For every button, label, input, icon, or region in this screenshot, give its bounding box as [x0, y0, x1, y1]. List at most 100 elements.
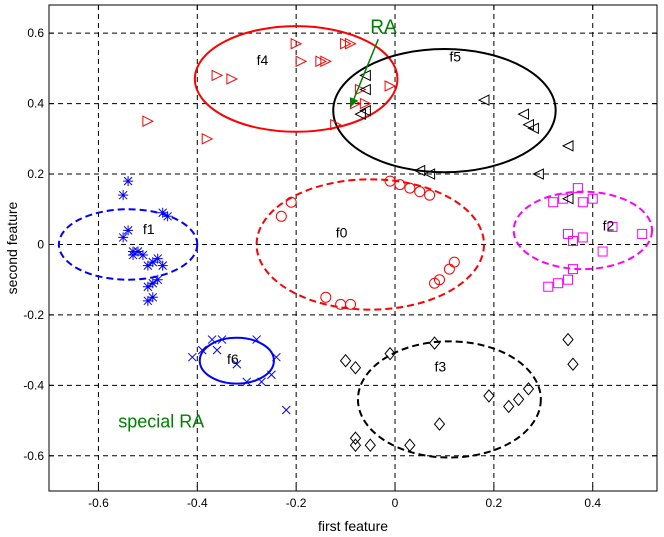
- point-f6: [187, 352, 197, 362]
- point-f3: [433, 417, 446, 431]
- annotation-special-ra: special RA: [118, 412, 204, 432]
- point-f3: [404, 438, 416, 452]
- point-f2: [587, 193, 598, 204]
- point-f6: [252, 335, 261, 344]
- point-f2: [567, 235, 578, 246]
- point-f3: [503, 399, 515, 414]
- annotation-ra: RA: [370, 17, 397, 38]
- point-f5: [561, 140, 574, 152]
- point-f0: [275, 210, 287, 222]
- point-f1: [123, 176, 134, 187]
- point-f3: [428, 336, 441, 350]
- point-f1: [132, 246, 143, 257]
- annotation-arrow-line: [349, 38, 379, 108]
- point-f5: [354, 108, 366, 120]
- point-f1: [123, 225, 134, 236]
- point-f1: [118, 190, 129, 201]
- ellipse-f3: [356, 340, 542, 459]
- point-f1: [147, 278, 158, 289]
- x-tick-label: -0.6: [88, 496, 109, 510]
- point-f2: [567, 264, 578, 275]
- point-f4: [211, 69, 224, 82]
- point-f5: [517, 108, 530, 120]
- point-f2: [607, 221, 618, 232]
- point-f3: [562, 332, 574, 347]
- point-f1: [147, 257, 158, 268]
- point-f1: [142, 281, 153, 292]
- point-f4: [320, 55, 332, 68]
- ellipse-f4: [193, 25, 399, 133]
- point-f5: [413, 164, 426, 177]
- cluster-label-f6: f6: [227, 351, 239, 367]
- point-f0: [320, 291, 332, 303]
- point-f2: [543, 281, 554, 292]
- point-f1: [147, 292, 158, 303]
- point-f1: [118, 232, 129, 243]
- point-f6: [267, 370, 276, 380]
- y-tick-label: 0.6: [27, 26, 44, 40]
- point-f1: [137, 250, 148, 261]
- point-f1: [152, 274, 163, 285]
- point-f2: [548, 197, 559, 208]
- point-f5: [522, 118, 534, 131]
- point-f0: [394, 179, 406, 191]
- point-f1: [128, 250, 139, 261]
- y-tick-label: -0.6: [23, 449, 44, 463]
- y-tick-label: 0.2: [27, 167, 44, 181]
- point-f0: [414, 186, 426, 198]
- point-f3: [349, 431, 362, 445]
- point-f4: [142, 115, 154, 128]
- point-f5: [527, 122, 539, 135]
- x-tick-label: 0: [392, 496, 399, 510]
- point-f0: [384, 175, 396, 187]
- cluster-label-f5: f5: [449, 48, 461, 64]
- x-tick-label: 0.2: [486, 496, 503, 510]
- point-f3: [364, 438, 376, 452]
- cluster-label-f1: f1: [143, 221, 155, 237]
- point-f6: [197, 345, 207, 355]
- plot-frame: [48, 4, 658, 492]
- point-f4: [359, 97, 372, 110]
- ellipse-f0: [255, 178, 485, 311]
- point-f1: [157, 260, 168, 271]
- x-tick-label: 0.4: [584, 496, 601, 510]
- point-f2: [553, 278, 564, 289]
- y-tick-label: -0.2: [23, 308, 44, 322]
- point-f2: [558, 193, 569, 204]
- point-f3: [384, 346, 396, 361]
- point-f1: [152, 253, 163, 264]
- point-f6: [212, 345, 222, 355]
- point-f3: [339, 353, 352, 368]
- ellipse-f1: [57, 208, 199, 281]
- annotation-arrow-head: [349, 97, 358, 108]
- point-f3: [483, 389, 495, 403]
- point-f2: [563, 274, 574, 285]
- point-f6: [281, 405, 291, 415]
- point-f0: [345, 298, 357, 310]
- point-f3: [349, 438, 362, 452]
- y-axis-label: second feature: [4, 201, 20, 294]
- cluster-label-f2: f2: [603, 217, 615, 233]
- point-f4: [201, 133, 214, 145]
- point-f1: [162, 211, 173, 222]
- point-f3: [512, 392, 525, 407]
- point-f2: [577, 197, 588, 208]
- point-f0: [434, 274, 446, 286]
- point-f0: [404, 182, 416, 194]
- point-f5: [477, 94, 490, 106]
- point-f3: [349, 360, 362, 375]
- point-f5: [423, 168, 436, 180]
- point-f6: [217, 335, 227, 344]
- point-f2: [637, 228, 648, 239]
- point-f6: [242, 377, 252, 387]
- point-f0: [424, 189, 436, 201]
- data-points: [118, 37, 648, 452]
- x-tick-label: -0.2: [286, 496, 307, 510]
- cluster-labels: f0 f1 f2 f3 f4 f5 f6: [143, 48, 615, 374]
- point-f1: [142, 295, 153, 306]
- cluster-ellipses: [57, 25, 654, 459]
- axis-ticks: -0.6 -0.4 -0.2 0 0.2 0.4 -0.6 -0.4 -0.2 0 0.2 0.4 0.…: [23, 5, 657, 510]
- point-f6: [232, 359, 242, 369]
